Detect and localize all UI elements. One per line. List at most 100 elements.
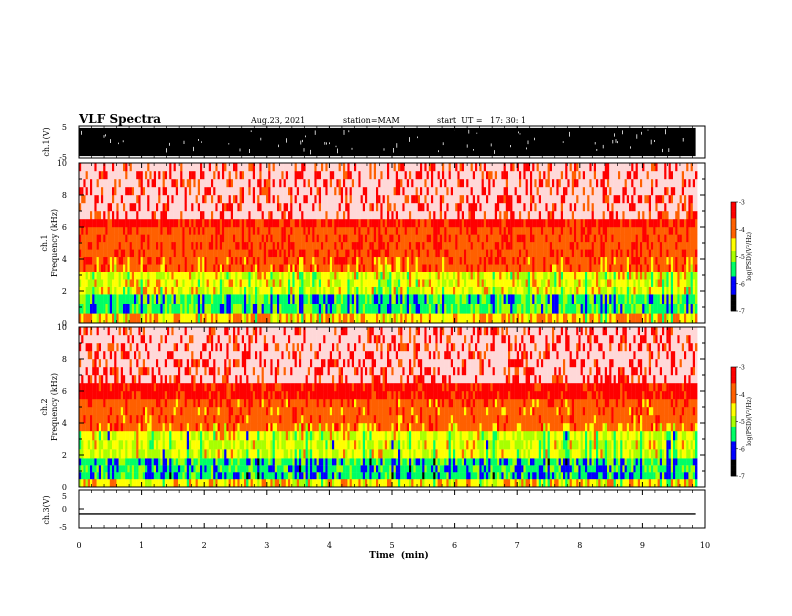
spectrogram-cell [116,179,118,187]
spectrogram-cell [523,171,525,179]
spectrogram-cell [380,179,382,187]
spectrogram-cell [572,227,574,235]
spectrogram-cell [405,304,407,314]
spectrogram-cell [495,272,497,280]
spectrogram-cell [387,195,389,203]
spectrogram-cell [97,287,99,295]
spectrogram-cell [420,249,422,257]
spectrogram-cell [495,219,497,227]
spectrogram-cell [251,163,253,171]
spectrogram-cell [127,203,129,211]
spectrogram-cell [556,249,558,257]
spectrogram-cell [308,211,310,219]
spectrogram-cell [350,195,352,203]
spectrogram-cell [330,294,332,304]
spectrogram-cell [299,272,301,280]
spectrogram-cell [475,257,477,265]
spectrogram-cell [537,195,539,203]
spectrogram-cell [477,313,479,323]
spectrogram-cell [578,249,580,257]
spectrogram-cell [328,234,330,242]
spectrogram-cell [231,294,233,304]
spectrogram-cell [165,195,167,203]
spectrogram-cell [563,179,565,187]
spectrogram-cell [411,203,413,211]
spectrogram-cell [171,163,173,171]
spectrogram-cell [402,219,404,227]
spectrogram-cell [387,279,389,287]
spectrogram-cell [352,227,354,235]
spectrogram-cell [339,179,341,187]
spectrogram-cell [407,171,409,179]
spectrogram-cell [592,163,594,171]
spectrogram-cell [279,179,281,187]
spectrogram-cell [105,272,107,280]
spectrogram-cell [325,179,327,187]
spectrogram-cell [158,257,160,265]
spectrogram-cell [281,163,283,171]
spectrogram-cell [284,227,286,235]
spectrogram-cell [235,242,237,250]
spectrogram-cell [257,163,259,171]
spectrogram-cell [449,163,451,171]
spectrogram-cell [471,272,473,280]
spectrogram-cell [99,219,101,227]
spectrogram-cell [554,171,556,179]
spectrogram-cell [92,211,94,219]
spectrogram-cell [363,227,365,235]
spectrogram-cell [501,249,503,257]
spectrogram-cell [215,234,217,242]
spectrogram-cell [275,257,277,265]
spectrogram-cell [270,171,272,179]
spectrogram-cell [482,304,484,314]
spectrogram-cell [506,279,508,287]
spectrogram-cell [202,257,204,265]
spectrogram-cell [510,313,512,323]
spectrogram-cell [299,211,301,219]
spectrogram-cell [515,313,517,323]
spectrogram-cell [83,203,85,211]
spectrogram-cell [99,287,101,295]
spectrogram-cell [246,242,248,250]
spectrogram-cell [512,179,514,187]
spectrogram-cell [295,313,297,323]
spectrogram-cell [112,203,114,211]
spectrogram-cell [490,179,492,187]
spectrogram-cell [136,279,138,287]
spectrogram-cell [396,294,398,304]
spectrogram-cell [352,304,354,314]
spectrogram-cell [308,171,310,179]
spectrogram-cell [215,227,217,235]
spectrogram-cell [152,287,154,295]
spectrogram-cell [519,242,521,250]
spectrogram-cell [457,195,459,203]
spectrogram-cell [253,203,255,211]
spectrogram-cell [451,163,453,171]
spectrogram-cell [152,249,154,257]
spectrogram-cell [248,272,250,280]
spectrogram-cell [422,227,424,235]
spectrogram-cell [521,313,523,323]
spectrogram-cell [339,211,341,219]
spectrogram-cell [523,211,525,219]
spectrogram-cell [189,227,191,235]
spectrogram-cell [486,195,488,203]
spectrogram-cell [563,279,565,287]
spectrogram-cell [479,203,481,211]
spectrogram-cell [488,187,490,195]
spectrogram-cell [367,313,369,323]
spectrogram-cell [411,242,413,250]
spectrogram-cell [297,257,299,265]
spectrogram-cell [174,163,176,171]
spectrogram-cell [328,249,330,257]
spectrogram-cell [400,294,402,304]
spectrogram-cell [424,294,426,304]
spectrogram-cell [339,287,341,295]
spectrogram-cell [235,313,237,323]
spectrogram-cell [308,187,310,195]
spectrogram-cell [486,211,488,219]
spectrogram-cell [158,294,160,304]
spectrogram-cell [306,211,308,219]
spectrogram-cell [174,234,176,242]
spectrogram-cell [242,187,244,195]
